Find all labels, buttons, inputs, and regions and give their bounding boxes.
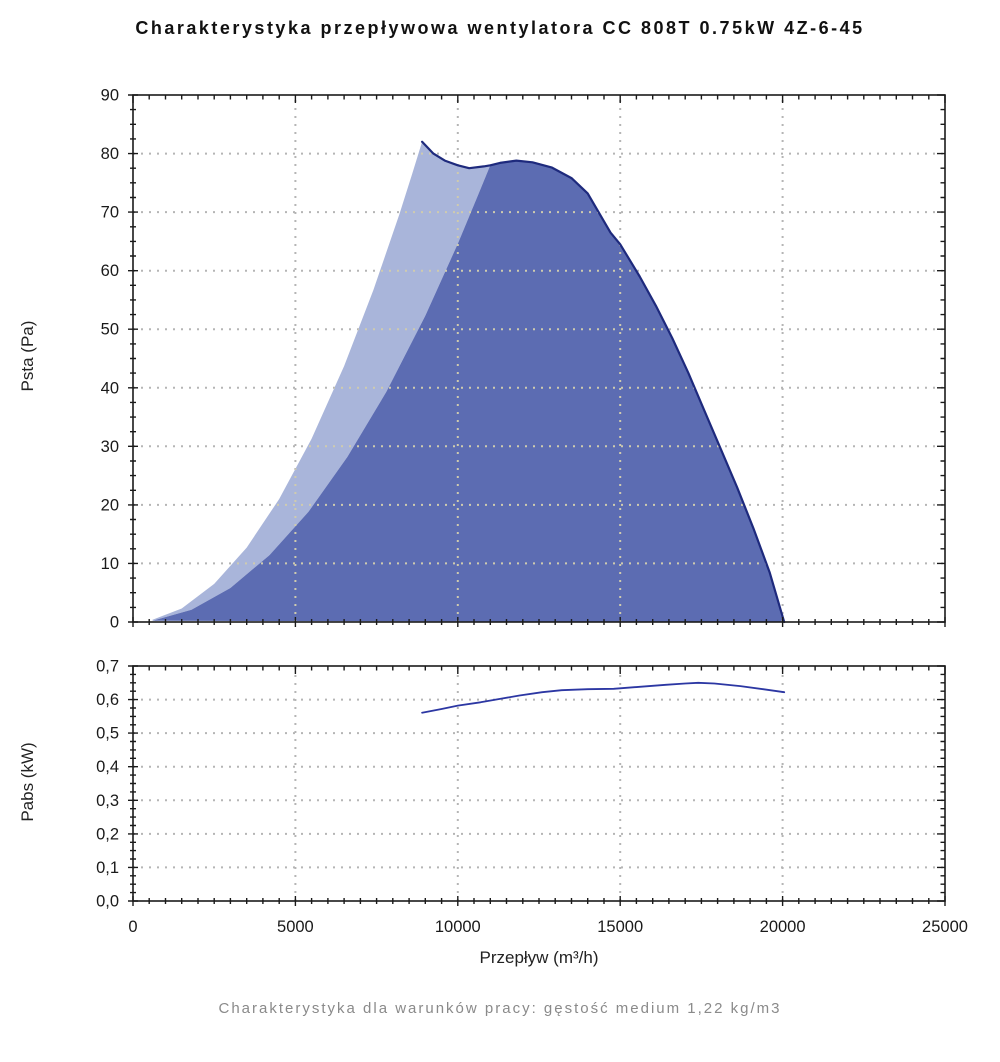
y-tick-label: 80	[101, 145, 119, 163]
x-tick-label: 5000	[277, 918, 314, 936]
y-tick-label: 0,5	[96, 725, 119, 743]
x-tick-label: 15000	[597, 918, 643, 936]
y-tick-label: 0,7	[96, 658, 119, 676]
y-tick-label: 60	[101, 262, 119, 280]
operating-conditions-caption: Charakterystyka dla warunków pracy: gęst…	[218, 1000, 782, 1017]
y-tick-label: 30	[101, 438, 119, 456]
x-tick-label: 25000	[922, 918, 968, 936]
y-tick-label: 70	[101, 204, 119, 222]
panel-pabs: 0,0 0,1 0,2 0,3 0,4 0,5 0,6 0,7 0 5000 10000 15000 2…	[96, 658, 968, 937]
x-tick-label: 0	[128, 918, 137, 936]
y-tick-label: 0,4	[96, 758, 119, 776]
plot-border-pabs	[132, 665, 946, 902]
y-tick-label: 0	[110, 614, 119, 632]
fan-pressure-curve	[421, 140, 786, 624]
y-tick-label: 0,6	[96, 691, 119, 709]
selection-area-fill	[152, 141, 491, 621]
y-tick-label: 40	[101, 379, 119, 397]
work-area-fill	[152, 160, 785, 622]
x-axis-label: Przepływ (m³/h)	[479, 948, 599, 967]
panel-psta: 0 10 20 30 40 50 60 70 80 90	[101, 87, 946, 632]
y-tick-label: 10	[101, 555, 119, 573]
x-tick-label: 20000	[760, 918, 806, 936]
y-tick-label: 0,3	[96, 792, 119, 810]
y-axis-label-psta: Psta (Pa)	[18, 320, 37, 392]
y-tick-label: 0,2	[96, 825, 119, 843]
grid-dotted	[133, 666, 945, 901]
y-tick-label: 50	[101, 321, 119, 339]
y-tick-label: 90	[101, 87, 119, 105]
y-tick-label: 0,0	[96, 893, 119, 911]
y-axis-label-pabs: Pabs (kW)	[18, 742, 37, 822]
axis-ticks-pabs	[128, 665, 946, 906]
axis-ticks-psta	[128, 94, 946, 627]
chart-title: Charakterystyka przepływowa wentylatora …	[135, 18, 865, 38]
x-tick-label: 10000	[435, 918, 481, 936]
power-curve	[421, 681, 786, 714]
y-tick-label: 20	[101, 496, 119, 514]
y-tick-label: 0,1	[96, 859, 119, 877]
